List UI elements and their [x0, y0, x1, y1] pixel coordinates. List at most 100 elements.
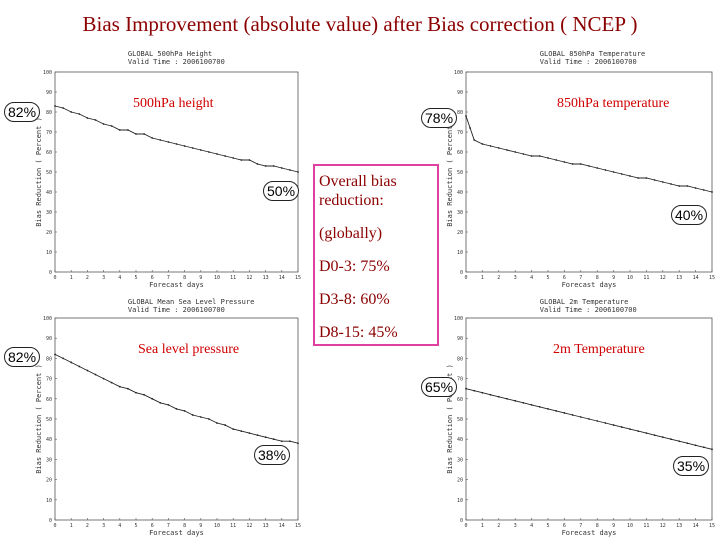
x-tick-label: 7: [167, 275, 170, 281]
x-tick-label: 12: [660, 275, 666, 281]
y-tick-label: 50: [46, 170, 52, 176]
x-tick-label: 3: [514, 523, 517, 529]
y-tick-label: 50: [457, 170, 463, 176]
x-tick-label: 1: [481, 275, 484, 281]
data-point: [175, 408, 178, 410]
x-tick-label: 8: [183, 523, 186, 529]
x-tick-label: 11: [230, 275, 236, 281]
x-tick-label: 7: [579, 275, 582, 281]
data-point: [264, 436, 267, 439]
data-point: [151, 397, 154, 400]
data-point: [555, 159, 558, 161]
panel-title: GLOBAL Mean Sea Level Pressure: [128, 298, 254, 306]
x-tick-label: 0: [53, 275, 56, 281]
data-point: [167, 403, 170, 406]
y-tick-label: 20: [457, 478, 463, 484]
data-point: [555, 410, 558, 412]
y-tick-label: 20: [46, 478, 52, 484]
x-tick-label: 1: [70, 523, 73, 529]
data-point: [506, 397, 508, 400]
data-point: [678, 185, 681, 187]
data-point: [183, 145, 186, 147]
data-point: [661, 436, 664, 439]
data-point: [629, 428, 631, 430]
x-tick-label: 5: [134, 275, 137, 281]
data-point: [670, 183, 672, 185]
overall-bias-box: Overall bias reduction: (globally) D0-3:…: [313, 164, 439, 346]
overall-scope: (globally): [319, 225, 383, 242]
data-point: [199, 149, 202, 151]
x-tick-label: 4: [530, 275, 533, 281]
data-point: [62, 357, 64, 360]
data-point: [653, 434, 656, 437]
data-point: [506, 149, 508, 151]
y-tick-label: 40: [457, 190, 463, 196]
x-tick-label: 0: [464, 275, 467, 281]
data-point: [191, 147, 194, 149]
data-point: [661, 181, 664, 183]
data-point: [167, 141, 170, 143]
data-point: [248, 432, 251, 435]
overall-item: D3-8: 60%: [319, 291, 390, 308]
y-tick-label: 100: [454, 316, 463, 322]
data-point: [86, 369, 89, 372]
data-point: [629, 175, 631, 177]
x-tick-label: 2: [86, 275, 89, 281]
data-point: [118, 129, 121, 131]
x-tick-label: 7: [579, 523, 582, 529]
x-tick-label: 14: [279, 523, 285, 529]
x-axis-label: Forecast days: [562, 281, 617, 289]
x-tick-label: 14: [279, 275, 285, 281]
x-tick-label: 2: [86, 523, 89, 529]
x-axis-label: Forecast days: [149, 281, 204, 289]
data-point: [256, 163, 259, 165]
data-point: [637, 430, 640, 433]
y-tick-label: 70: [46, 130, 52, 136]
x-tick-label: 9: [612, 523, 615, 529]
y-tick-label: 80: [46, 356, 52, 362]
data-point: [489, 145, 492, 147]
data-point: [514, 151, 517, 153]
y-tick-label: 70: [457, 130, 463, 136]
y-tick-label: 100: [454, 70, 463, 76]
data-point: [289, 440, 291, 443]
data-point: [653, 179, 656, 181]
x-tick-label: 8: [183, 275, 186, 281]
data-point: [135, 391, 137, 394]
data-point: [686, 442, 689, 445]
data-point: [289, 169, 291, 171]
data-point: [547, 408, 549, 410]
x-tick-label: 13: [676, 523, 682, 529]
data-point: [70, 111, 73, 113]
data-point: [297, 442, 299, 445]
x-tick-label: 12: [660, 523, 666, 529]
x-tick-label: 6: [563, 275, 566, 281]
data-point: [620, 426, 623, 428]
x-axis-label: Forecast days: [149, 529, 204, 537]
y-tick-label: 0: [460, 518, 463, 524]
data-point: [216, 422, 218, 424]
x-tick-label: 8: [596, 523, 599, 529]
x-tick-label: 12: [246, 275, 252, 281]
data-point: [94, 373, 97, 376]
x-tick-label: 14: [693, 275, 699, 281]
x-tick-label: 10: [214, 275, 220, 281]
x-tick-label: 5: [546, 523, 549, 529]
x-tick-label: 4: [118, 523, 121, 529]
data-point: [151, 137, 154, 139]
data-point: [159, 139, 162, 141]
y-tick-label: 10: [46, 250, 52, 256]
data-point: [78, 113, 81, 115]
y-tick-label: 0: [49, 270, 52, 276]
y-tick-label: 20: [457, 230, 463, 236]
data-point: [571, 163, 574, 165]
data-point: [637, 177, 640, 179]
x-tick-label: 15: [709, 275, 715, 281]
pct-500hpa-end: 50%: [263, 181, 300, 201]
y-tick-label: 90: [457, 336, 463, 342]
x-tick-label: 6: [151, 523, 154, 529]
data-point: [465, 387, 467, 390]
data-point: [481, 391, 484, 394]
